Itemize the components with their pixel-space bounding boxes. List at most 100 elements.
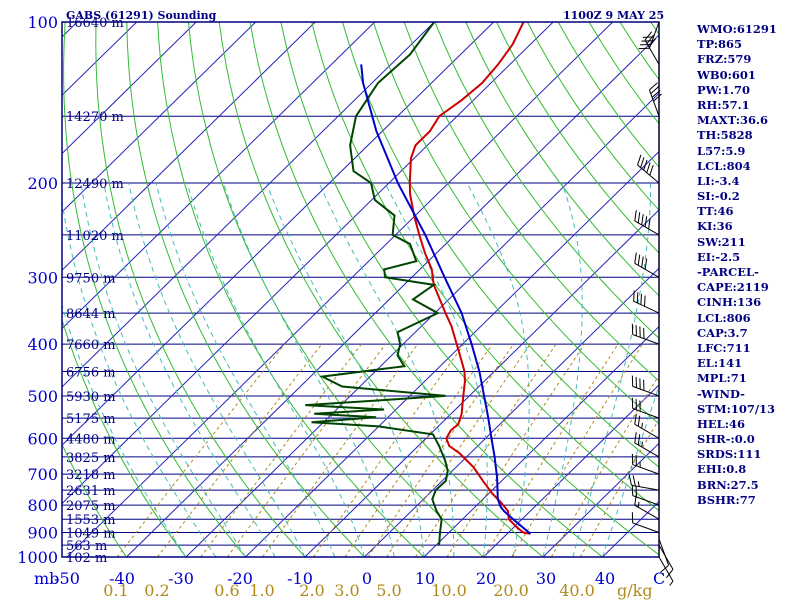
moist-adiabat-25 xyxy=(466,182,530,557)
wind-barb-1000 xyxy=(658,556,674,586)
dry-adiabat-40 xyxy=(249,22,603,557)
isotherm--120 xyxy=(62,22,197,155)
wind-barb-120 xyxy=(644,31,660,65)
mixing-ratio-line-20 xyxy=(511,343,643,557)
parameter-item: BRN:27.5 xyxy=(697,477,759,492)
height-label: 6756 m xyxy=(66,365,116,380)
wind-barb-feather xyxy=(653,93,662,102)
height-label: 102 m xyxy=(66,551,107,566)
station-title: GABS (61291) Sounding xyxy=(66,9,217,22)
temperature-tick-label: -10 xyxy=(287,569,313,588)
height-label: 1553 m xyxy=(66,513,116,528)
mixing-ratio-label: 10.0 xyxy=(431,581,467,600)
parameter-item: CAP:3.7 xyxy=(697,325,748,340)
mixing-ratio-label: 0.1 xyxy=(103,581,128,600)
mixing-ratio-line-5 xyxy=(386,343,531,557)
height-label: 14270 m xyxy=(66,110,124,125)
height-label: 3825 m xyxy=(66,451,116,466)
wind-barb-feather xyxy=(650,86,660,95)
parameter-item: LFC:711 xyxy=(697,340,751,355)
pressure-tick-label: 700 xyxy=(27,465,58,484)
wind-barb-feather xyxy=(641,214,644,225)
mixing-ratio-label: 40.0 xyxy=(559,581,595,600)
wind-barb-550 xyxy=(631,397,660,419)
pressure-tick-label: 500 xyxy=(27,387,58,406)
pressure-tick-label: 800 xyxy=(27,496,58,515)
parameter-item: -PARCEL- xyxy=(697,265,759,279)
mixing-ratio-label: 0.2 xyxy=(144,581,169,600)
wind-barb-shaft xyxy=(634,220,660,236)
wind-barb-half-feather xyxy=(669,580,674,586)
mixing-ratio-label: 1.0 xyxy=(249,581,274,600)
height-label: 1049 m xyxy=(66,527,116,542)
parameter-item: WMO:61291 xyxy=(697,22,777,36)
wind-barb-feather xyxy=(644,258,648,270)
height-label: 5930 m xyxy=(66,390,116,405)
parameter-item: SI:-0.2 xyxy=(697,189,740,204)
wind-barb-feather xyxy=(633,290,635,302)
wind-barb-800 xyxy=(631,484,660,506)
temperature-tick-label: -20 xyxy=(227,569,253,588)
wind-barb-shaft xyxy=(634,262,660,278)
parameter-item: WB0:601 xyxy=(697,67,756,82)
dry-adiabat-90 xyxy=(403,22,659,382)
wind-barb-half-feather xyxy=(637,501,640,508)
wind-barb-shaft xyxy=(658,556,674,582)
wind-barb-shaft xyxy=(644,39,660,65)
isotherm--10 xyxy=(304,209,659,557)
temperature-tick-label: 20 xyxy=(476,569,496,588)
dry-adiabat-30 xyxy=(218,22,544,557)
wind-barb-feather xyxy=(637,254,641,266)
wind-barb-shaft xyxy=(633,300,660,314)
pressure-tick-label: 600 xyxy=(27,429,58,448)
wind-barb-feather xyxy=(634,413,637,425)
moist-adiabat-lines xyxy=(62,182,659,557)
wind-barb-350 xyxy=(633,290,660,314)
sounding-parameter-list: WMO:61291 TP:865 FRZ:579 WB0:601 PW:1.70 RH:5… xyxy=(697,22,777,508)
dry-adiabat-100 xyxy=(434,22,659,339)
moist-adiabat-30 xyxy=(542,182,583,557)
temperature-tick-label: -30 xyxy=(168,569,194,588)
parameter-item: EL:141 xyxy=(697,356,743,371)
moist-adiabat--15 xyxy=(103,183,276,557)
moist-adiabat-20 xyxy=(384,182,488,557)
wind-barb-shaft xyxy=(632,334,660,345)
wind-barb-250 xyxy=(634,210,660,236)
moist-adiabat--30 xyxy=(62,303,187,557)
parameter-item: MPL:71 xyxy=(697,371,747,386)
wind-barb-shaft xyxy=(637,164,660,184)
wind-barb-feather xyxy=(649,82,658,91)
mixing-ratio-label: 3.0 xyxy=(334,581,359,600)
dry-adiabat--30 xyxy=(62,318,187,557)
parameter-item: PW:1.70 xyxy=(697,82,751,97)
mixing-ratio-label: 20.0 xyxy=(493,581,529,600)
wind-barb-feather xyxy=(643,295,646,307)
parameter-item: TT:46 xyxy=(697,204,734,219)
dry-adiabat-20 xyxy=(187,22,484,557)
mixing-ratio-unit-label: g/kg xyxy=(617,581,653,600)
wind-barb-shaft xyxy=(632,464,660,475)
wind-barb-feather xyxy=(632,475,636,487)
isotherm--90 xyxy=(62,22,376,330)
wind-barb-900 xyxy=(631,512,660,533)
height-label: 12490 m xyxy=(66,177,124,192)
moist-adiabat-5 xyxy=(222,182,395,557)
isotherm--100 xyxy=(62,22,316,271)
wind-barb-shaft xyxy=(631,484,660,491)
moist-adiabat-35 xyxy=(572,183,651,557)
wind-barb-shaft xyxy=(634,423,660,439)
wind-barb-feather xyxy=(646,162,651,173)
height-label: 9750 m xyxy=(66,271,116,286)
wind-barb-750 xyxy=(628,474,660,491)
wind-barb-600 xyxy=(634,413,660,439)
mixing-ratio-line-4 xyxy=(367,343,514,557)
dry-adiabat-70 xyxy=(342,22,659,468)
moist-adiabat--10 xyxy=(128,182,306,557)
mixing-ratio-line-0.2 xyxy=(157,343,323,557)
isotherm--30 xyxy=(185,92,659,557)
pressure-tick-label: 100 xyxy=(27,13,58,32)
wind-barb-feather xyxy=(648,218,651,229)
